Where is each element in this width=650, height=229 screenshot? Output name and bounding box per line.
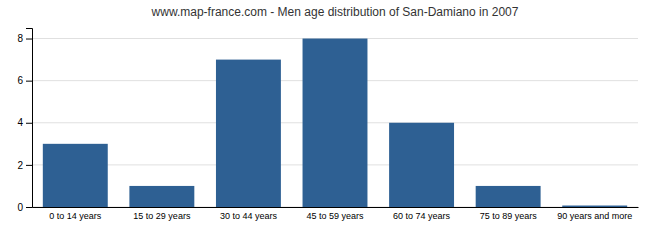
tick-mark (26, 81, 32, 82)
tick-label: 2 (17, 160, 23, 171)
bar (389, 123, 454, 207)
bar (303, 39, 368, 207)
tick-label: 4 (17, 117, 23, 128)
tick: 15 to 29 years (133, 211, 191, 221)
tick: 2 (17, 160, 32, 171)
bar (476, 186, 541, 207)
tick-label: 60 to 74 years (393, 211, 451, 221)
tick: 8 (17, 33, 32, 44)
tick-mark (26, 39, 32, 40)
bar (216, 60, 281, 207)
tick-label: 0 (17, 202, 23, 213)
tick-mark (26, 165, 32, 166)
tick: 4 (17, 117, 32, 128)
bar (562, 206, 627, 207)
tick: 0 to 14 years (49, 211, 102, 221)
tick: 6 (17, 75, 32, 86)
tick-label: 90 years and more (557, 211, 632, 221)
tick-label: 0 to 14 years (49, 211, 102, 221)
tick: 60 to 74 years (393, 211, 451, 221)
x-axis: 0 to 14 years 15 to 29 years 30 to 44 year… (33, 208, 639, 222)
y-axis: 0 2 4 6 8 (17, 29, 32, 213)
tick: 30 to 44 years (220, 211, 278, 221)
bar (129, 186, 194, 207)
title: www.map-france.com - Men age distributio… (151, 5, 519, 19)
tick: 75 to 89 years (480, 211, 538, 221)
grid (32, 39, 638, 207)
axis-line (26, 29, 33, 208)
tick-label: 75 to 89 years (480, 211, 538, 221)
chart: www.map-france.com - Men age distributio… (0, 0, 650, 229)
bars (43, 39, 627, 207)
plot: 0 2 4 6 8 0 to 14 years 15 to 29 years 30 to 44… (17, 29, 638, 222)
tick-label: 8 (17, 33, 23, 44)
bar (43, 144, 108, 207)
tick-label: 6 (17, 75, 23, 86)
tick-label: 45 to 59 years (306, 211, 364, 221)
tick: 0 (17, 202, 32, 213)
chart-container: www.map-france.com - Men age distributio… (0, 0, 650, 229)
axis-line (33, 207, 639, 208)
tick: 45 to 59 years (306, 211, 364, 221)
tick: 90 years and more (557, 211, 632, 221)
tick-mark (26, 123, 32, 124)
tick-mark (26, 207, 32, 208)
tick-label: 15 to 29 years (133, 211, 191, 221)
tick-label: 30 to 44 years (220, 211, 278, 221)
